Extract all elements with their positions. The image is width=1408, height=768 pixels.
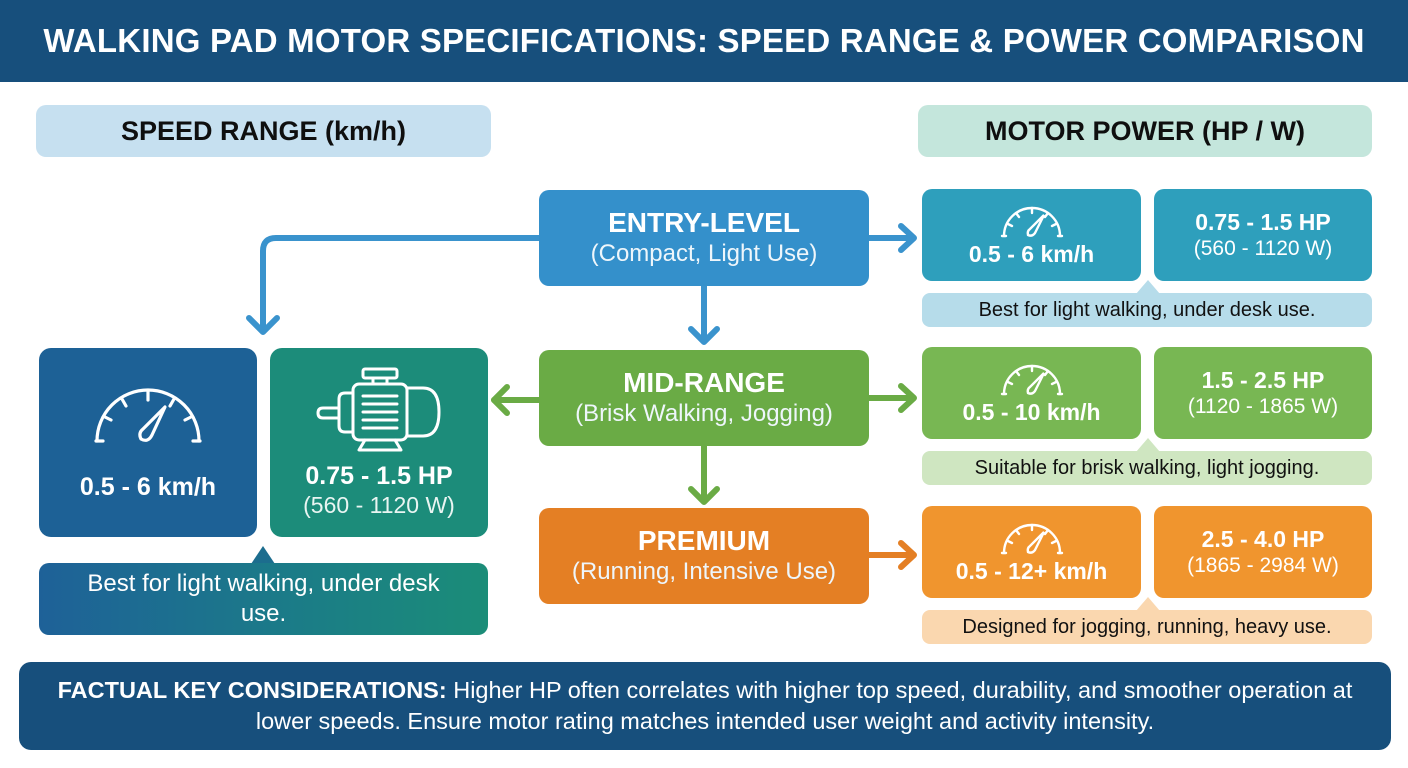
arrow-entry-to-detail [246,235,542,335]
page-title: WALKING PAD MOTOR SPECIFICATIONS: SPEED … [43,22,1365,59]
arrow-mid-to-detail [491,384,542,416]
entry-note: Best for light walking, under desk use. [922,293,1372,327]
hp-value: 0.75 - 1.5 HP [1195,209,1331,235]
note-pointer [251,546,275,564]
note-text: Suitable for brisk walking, light joggin… [974,456,1320,479]
arrow-mid-to-power [866,383,917,413]
hp-value: 2.5 - 4.0 HP [1201,526,1325,552]
mid-note: Suitable for brisk walking, light joggin… [922,451,1372,485]
speed-value: 0.5 - 12+ km/h [955,558,1108,584]
tier-name: MID-RANGE [623,367,785,398]
tier-entry-level: ENTRY-LEVEL (Compact, Light Use) [539,190,869,286]
note-text: Designed for jogging, running, heavy use… [962,615,1332,638]
tier-name: PREMIUM [637,525,771,556]
entry-power-card: 0.75 - 1.5 HP (560 - 1120 W) [1154,189,1372,281]
speed-value: 0.5 - 10 km/h [962,399,1101,425]
premium-note: Designed for jogging, running, heavy use… [922,610,1372,644]
speedometer-icon [1000,523,1063,555]
footer-label: FACTUAL KEY CONSIDERATIONS: [57,677,447,703]
note-text: Best for light walking, under desk use. [978,298,1316,321]
arrow-premium-to-power [866,540,917,570]
speed-value: 0.5 - 6 km/h [968,241,1095,267]
tier-name: ENTRY-LEVEL [608,207,800,238]
speedometer-icon [1000,364,1063,396]
watts-value: (560 - 1120 W) [303,492,455,518]
speedometer-icon [94,388,202,443]
detail-note: Best for light walking, under desk use. [39,563,488,635]
tier-subtitle: (Compact, Light Use) [590,240,818,267]
tier-subtitle: (Brisk Walking, Jogging) [575,400,833,427]
tier-subtitle: (Running, Intensive Use) [571,558,837,585]
tier-mid-range: MID-RANGE (Brisk Walking, Jogging) [539,350,869,446]
note-pointer [1136,280,1160,294]
speed-range-header: SPEED RANGE (km/h) [36,105,491,157]
key-considerations-footer: FACTUAL KEY CONSIDERATIONS: Higher HP of… [19,662,1391,750]
mid-power-card: 1.5 - 2.5 HP (1120 - 1865 W) [1154,347,1372,439]
speed-value: 0.5 - 6 km/h [79,473,217,501]
speed-range-header-label: SPEED RANGE (km/h) [120,115,407,146]
arrow-entry-to-power [866,223,917,253]
premium-speed-card: 0.5 - 12+ km/h [922,506,1141,598]
arrow-entry-to-mid [688,283,720,345]
arrow-mid-to-premium [688,443,720,505]
speedometer-icon [1000,206,1063,238]
detail-power-card: 0.75 - 1.5 HP (560 - 1120 W) [270,348,488,537]
note-pointer [1136,438,1160,452]
hp-value: 0.75 - 1.5 HP [305,462,453,490]
note-text: Best for light walking, under desk use. [87,570,440,627]
motor-power-header-label: MOTOR POWER (HP / W) [985,115,1305,146]
premium-power-card: 2.5 - 4.0 HP (1865 - 2984 W) [1154,506,1372,598]
watts-value: (1120 - 1865 W) [1187,395,1339,418]
watts-value: (1865 - 2984 W) [1187,554,1339,577]
mid-speed-card: 0.5 - 10 km/h [922,347,1141,439]
detail-speed-card: 0.5 - 6 km/h [39,348,257,537]
motor-power-header: MOTOR POWER (HP / W) [918,105,1372,157]
watts-value: (560 - 1120 W) [1193,237,1333,260]
electric-motor-icon [316,367,441,452]
note-pointer [1136,597,1160,611]
footer-text: Higher HP often correlates with higher t… [255,677,1353,734]
title-bar: WALKING PAD MOTOR SPECIFICATIONS: SPEED … [0,0,1408,82]
hp-value: 1.5 - 2.5 HP [1201,367,1325,393]
entry-speed-card: 0.5 - 6 km/h [922,189,1141,281]
tier-premium: PREMIUM (Running, Intensive Use) [539,508,869,604]
